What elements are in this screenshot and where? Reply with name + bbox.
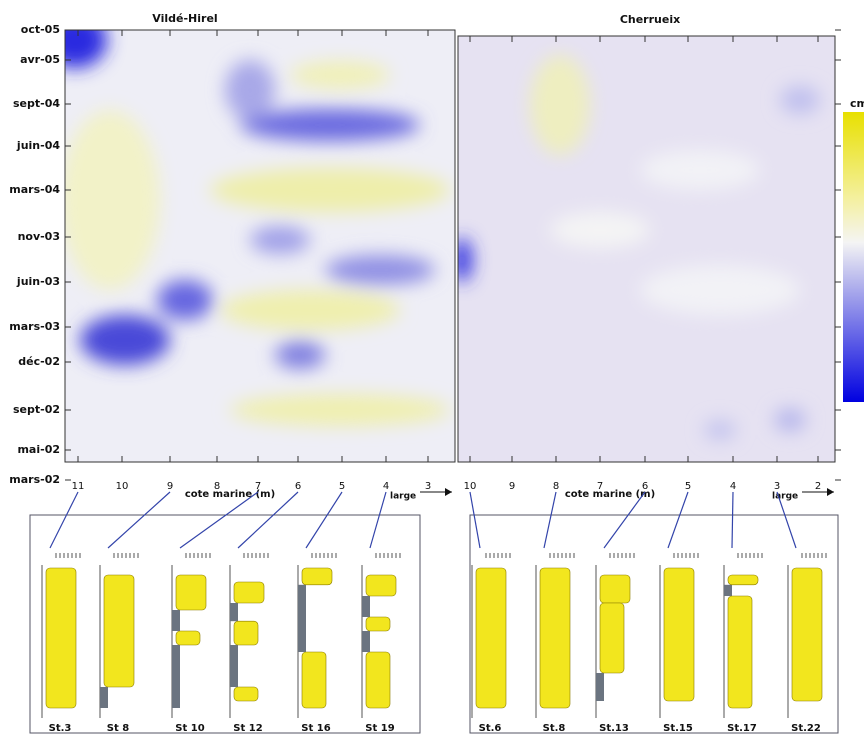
mud-layer	[230, 603, 238, 621]
sand-layer	[302, 568, 332, 585]
x-tick-label: 5	[339, 481, 345, 492]
sand-layer	[792, 568, 822, 701]
panel-title: Cherrueix	[620, 13, 680, 26]
station-label: St.6	[479, 723, 502, 734]
y-tick-label: déc-02	[18, 355, 60, 368]
y-tick-label: mars-04	[9, 183, 60, 196]
y-tick-label: juin-04	[16, 139, 60, 152]
x-tick-label: 9	[509, 481, 515, 492]
sand-layer	[176, 575, 206, 610]
x-tick-label: 5	[685, 481, 691, 492]
x-tick-label: 10	[464, 481, 477, 492]
x-axis-label: cote marine (m)	[185, 489, 275, 500]
direction-label: large	[390, 492, 416, 502]
sand-layer	[234, 582, 264, 603]
sand-layer	[234, 621, 258, 645]
mud-layer	[298, 585, 306, 652]
sand-layer	[302, 652, 326, 708]
x-tick-label: 10	[116, 481, 129, 492]
station-label: St.15	[663, 723, 693, 734]
panel-title: Vildé-Hirel	[152, 12, 217, 25]
y-tick-label: mars-02	[9, 473, 60, 486]
figure: cm oct-05 avr-05 sept-04 juin-04 mars-04 nov-…	[0, 0, 864, 735]
station-label: St.8	[543, 723, 566, 734]
y-tick-label: juin-03	[16, 275, 60, 288]
x-tick-label: 9	[167, 481, 173, 492]
sand-layer	[476, 568, 506, 708]
sand-layer	[46, 568, 76, 708]
connector	[604, 492, 645, 548]
station-label: St.17	[727, 723, 757, 734]
station-label: St 19	[365, 723, 394, 734]
station-label: St.22	[791, 723, 821, 734]
sand-layer	[728, 596, 752, 708]
stratigraphy-box	[470, 515, 838, 733]
mud-layer	[724, 585, 732, 596]
mud-layer	[172, 610, 180, 631]
sand-layer	[728, 575, 758, 585]
mud-layer	[362, 596, 370, 617]
contour-left	[43, 12, 455, 462]
sand-layer	[664, 568, 694, 701]
sand-layer	[600, 575, 630, 603]
sand-layer	[366, 575, 396, 596]
mud-layer	[596, 673, 604, 701]
y-tick-label: sept-02	[13, 403, 60, 416]
direction-label: large	[772, 492, 798, 502]
connector	[732, 492, 733, 548]
connector	[668, 492, 688, 548]
station-label: St 8	[107, 723, 129, 734]
x-tick-label: 2	[815, 481, 821, 492]
x-tick-label: 8	[553, 481, 559, 492]
contour-right	[452, 36, 835, 462]
connector	[50, 492, 78, 548]
connector	[544, 492, 556, 548]
y-tick-label: oct-05	[21, 23, 60, 36]
mud-layer	[362, 631, 370, 652]
y-tick-label: avr-05	[20, 53, 60, 66]
x-tick-label: 4	[730, 481, 736, 492]
station-label: St 16	[301, 723, 330, 734]
x-tick-label: 3	[425, 481, 431, 492]
mud-layer	[100, 687, 108, 708]
connector	[108, 492, 170, 548]
connector	[306, 492, 342, 548]
arrow-head	[827, 488, 834, 496]
arrow-head	[445, 488, 452, 496]
sand-layer	[540, 568, 570, 708]
sand-layer	[176, 631, 200, 645]
connector	[470, 492, 480, 548]
sand-layer	[366, 652, 390, 708]
x-axis-label: cote marine (m)	[565, 489, 655, 500]
y-tick-label: sept-04	[13, 97, 60, 110]
sand-layer	[366, 617, 390, 631]
x-tick-label: 3	[774, 481, 780, 492]
x-tick-label: 6	[295, 481, 301, 492]
x-tick-label: 11	[72, 481, 85, 492]
colorbar	[843, 112, 864, 402]
x-tick-label: 4	[383, 481, 389, 492]
sand-layer	[234, 687, 258, 701]
station-label: St 12	[233, 723, 262, 734]
connector	[370, 492, 386, 548]
station-label: St.3	[49, 723, 72, 734]
mud-layer	[230, 645, 238, 687]
colorbar-unit: cm	[850, 97, 864, 110]
y-tick-label: nov-03	[18, 230, 60, 243]
sand-layer	[104, 575, 134, 687]
sand-layer	[600, 603, 624, 673]
y-tick-label: mai-02	[17, 443, 60, 456]
y-tick-label: mars-03	[9, 320, 60, 333]
station-label: St.13	[599, 723, 629, 734]
station-label: St 10	[175, 723, 204, 734]
mud-layer	[172, 645, 180, 708]
